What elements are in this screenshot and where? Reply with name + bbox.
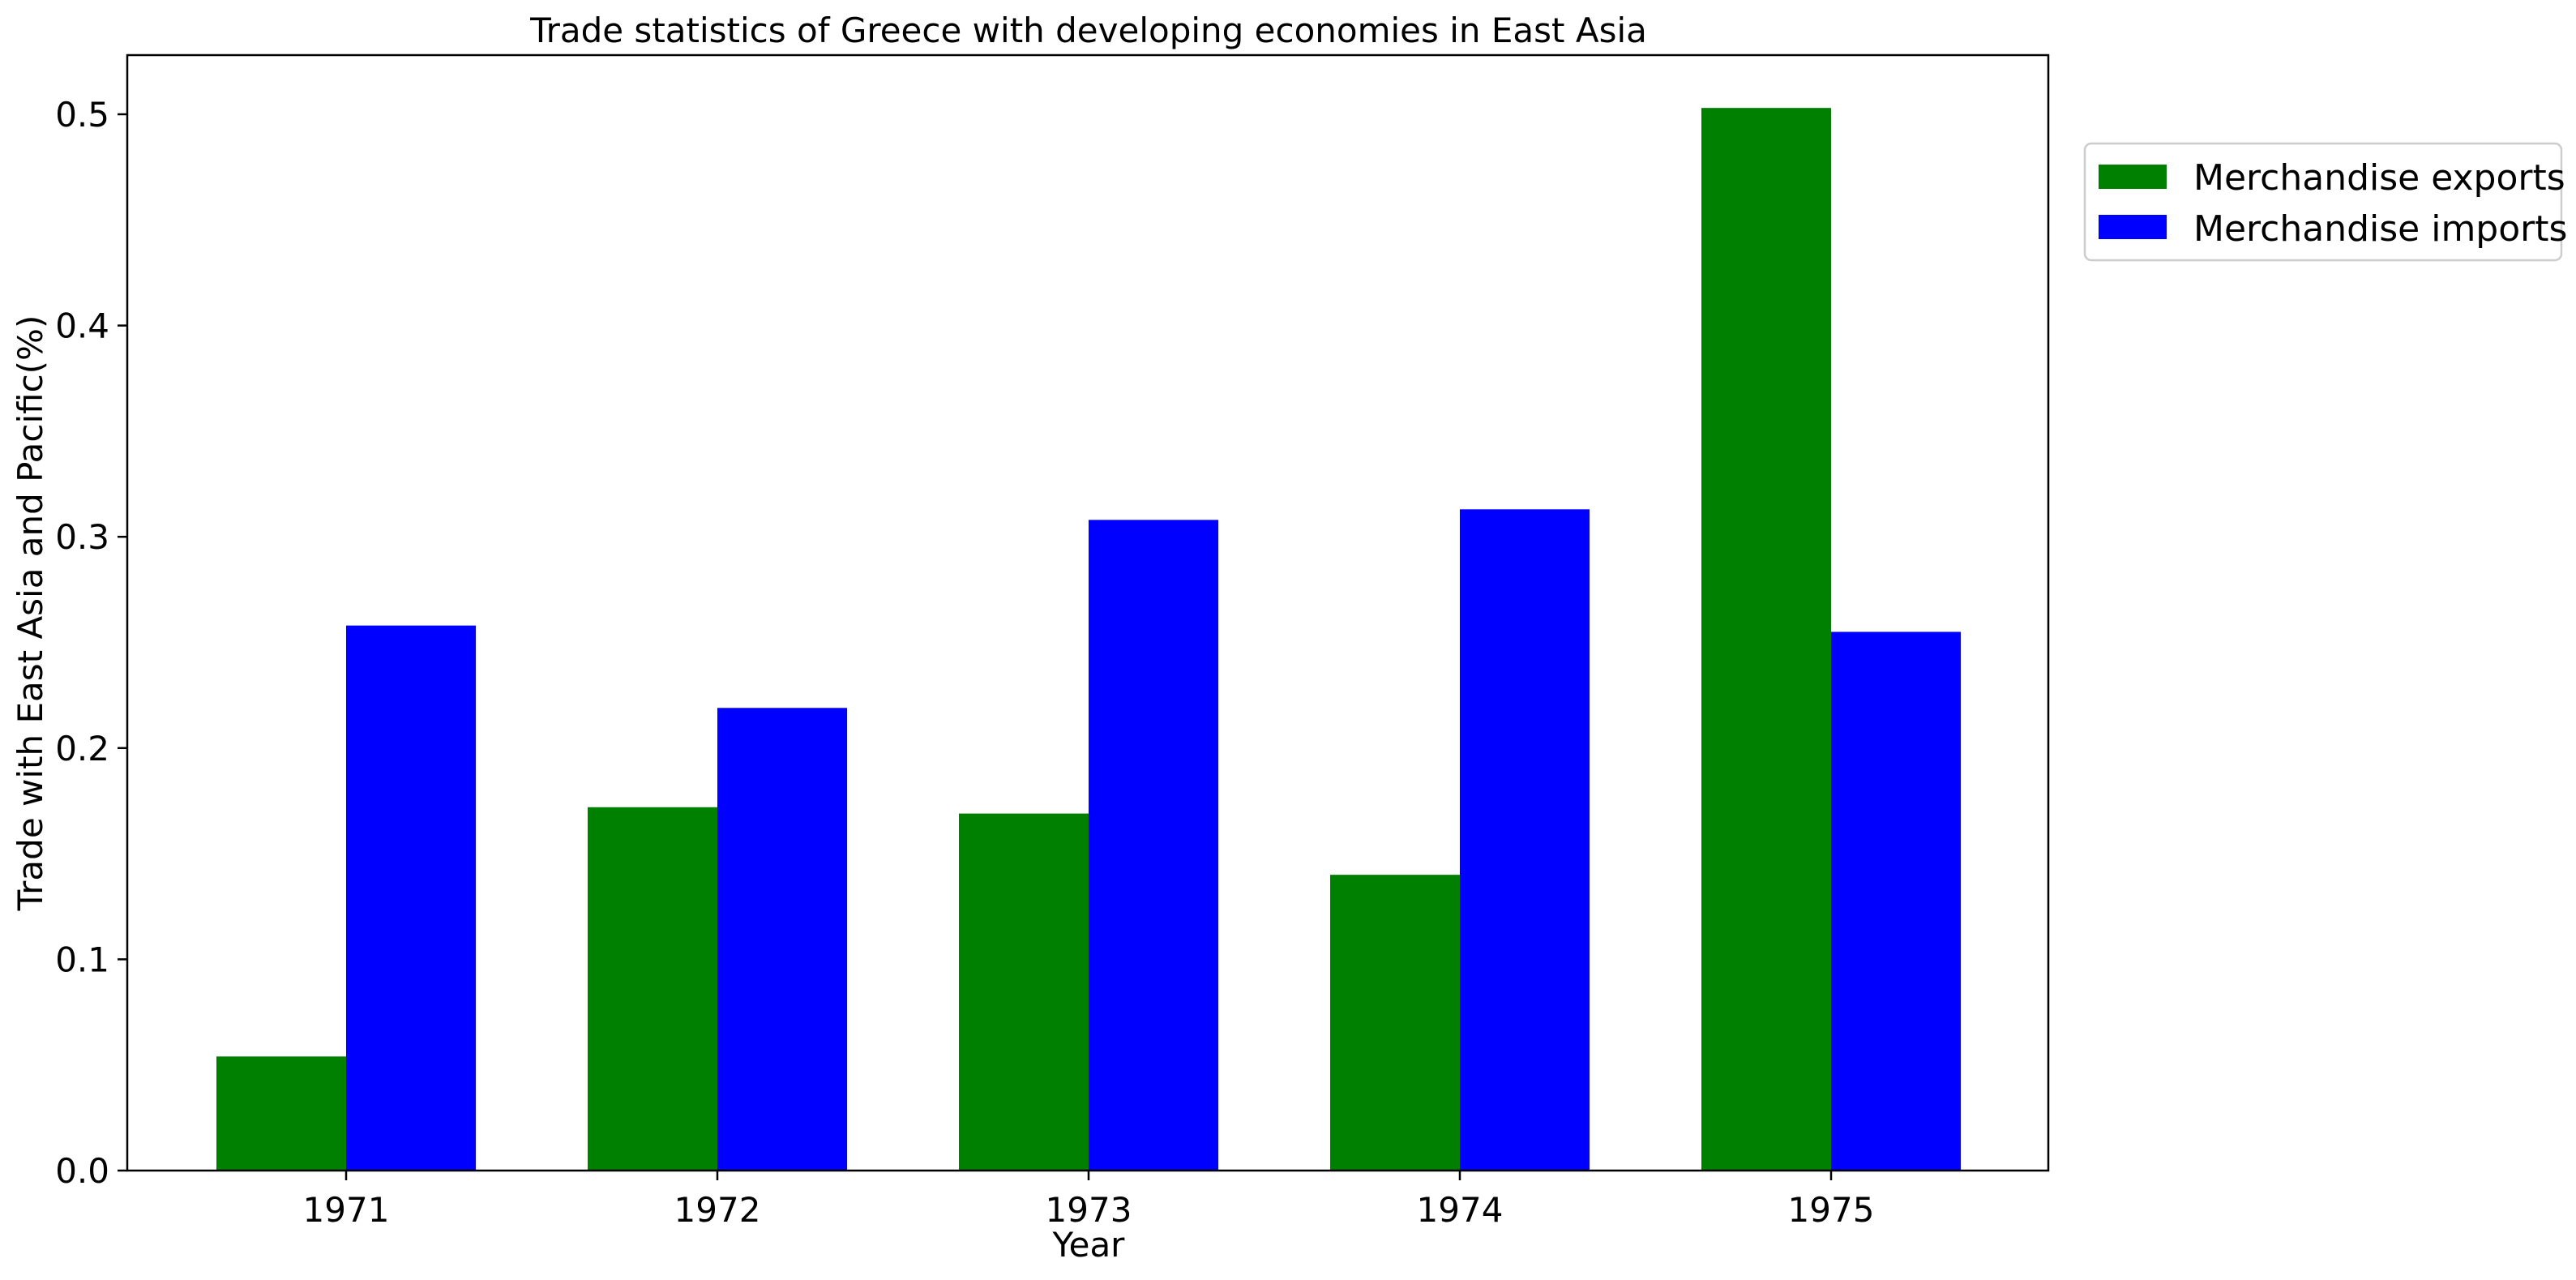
x-tick-label: 1973 (1046, 1190, 1132, 1230)
bar-merchandise-exports-1974 (1330, 875, 1460, 1171)
x-tick-label: 1971 (303, 1190, 390, 1230)
y-tick-label: 0.1 (55, 940, 109, 979)
y-tick-label: 0.2 (55, 729, 109, 768)
legend: Merchandise exports Merchandise imports (2083, 142, 2567, 262)
legend-box (2083, 142, 2563, 262)
bar-merchandise-imports-1975 (1831, 631, 1961, 1171)
bar-merchandise-imports-1972 (717, 708, 847, 1171)
legend-swatch-merchandise-exports (2099, 165, 2167, 189)
y-axis: 0.0 0.1 0.2 0.3 0.4 0.5 (55, 95, 127, 1191)
chart-title: Trade statistics of Greece with developi… (529, 11, 1647, 50)
bars-group (216, 108, 1961, 1171)
x-tick-label: 1974 (1417, 1190, 1504, 1230)
y-tick-label: 0.5 (55, 95, 109, 135)
legend-label-merchandise-exports: Merchandise exports (2193, 157, 2565, 199)
x-axis-label: Year (1052, 1225, 1126, 1265)
y-tick-label: 0.0 (55, 1151, 109, 1191)
bar-merchandise-exports-1975 (1701, 108, 1831, 1171)
bar-merchandise-imports-1973 (1089, 520, 1218, 1171)
legend-label-merchandise-imports: Merchandise imports (2193, 208, 2567, 250)
x-tick-label: 1972 (674, 1190, 761, 1230)
x-axis: 1971 1972 1973 1974 1975 (303, 1171, 1875, 1230)
y-tick-label: 0.3 (55, 517, 109, 557)
y-tick-label: 0.4 (55, 306, 109, 346)
bar-merchandise-exports-1971 (216, 1056, 346, 1171)
bar-merchandise-exports-1973 (959, 813, 1089, 1171)
x-tick-label: 1975 (1788, 1190, 1875, 1230)
legend-swatch-merchandise-imports (2099, 215, 2167, 239)
bar-merchandise-imports-1974 (1460, 509, 1590, 1171)
bar-merchandise-imports-1971 (346, 625, 476, 1171)
bar-merchandise-exports-1972 (588, 807, 717, 1171)
y-axis-label: Trade with East Asia and Pacific(%) (11, 315, 50, 912)
